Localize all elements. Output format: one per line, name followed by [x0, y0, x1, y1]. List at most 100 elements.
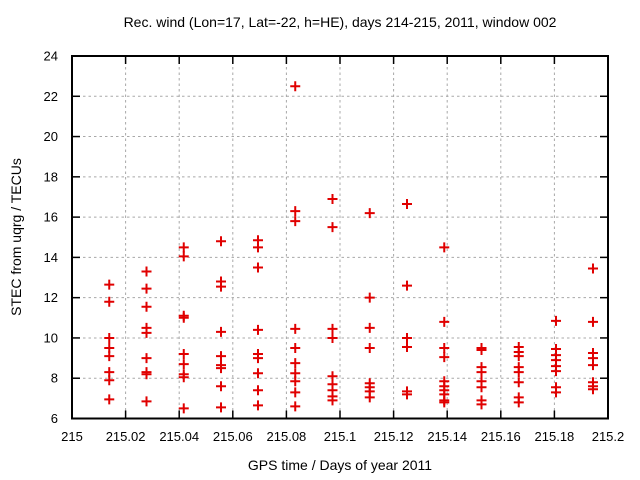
data-point-marker — [402, 389, 412, 400]
y-axis-label: STEC from uqrg / TECUs — [8, 158, 24, 316]
data-point-marker — [364, 322, 375, 333]
data-point-marker — [252, 324, 263, 335]
data-point-marker — [290, 343, 301, 354]
data-point-marker — [327, 395, 338, 406]
data-point-marker — [178, 251, 189, 262]
data-point-marker — [402, 199, 412, 210]
data-point-marker — [178, 372, 189, 383]
data-point-marker — [141, 369, 152, 380]
x-axis-label: GPS time / Days of year 2011 — [247, 457, 433, 473]
y-tick-label: 20 — [44, 129, 58, 144]
y-tick-label: 16 — [44, 210, 58, 225]
plot-border — [71, 55, 609, 420]
data-point-marker — [439, 242, 450, 253]
data-point-marker — [551, 366, 562, 377]
data-point-marker — [551, 387, 562, 398]
data-point-marker — [104, 375, 115, 386]
data-point-marker — [290, 206, 301, 217]
data-point-marker — [364, 208, 375, 219]
data-point-marker — [141, 327, 152, 338]
data-point-marker — [216, 351, 227, 362]
data-point-marker — [327, 193, 338, 204]
data-point-marker — [104, 332, 115, 343]
data-point-marker — [104, 296, 115, 307]
data-point-marker — [327, 222, 338, 233]
data-point-marker — [402, 342, 412, 353]
data-point-marker — [141, 266, 152, 277]
data-point-marker — [513, 367, 524, 378]
x-tick-label: 215.12 — [374, 429, 414, 444]
data-point-marker — [290, 376, 301, 387]
data-point-marker — [216, 326, 227, 337]
data-point-marker — [513, 397, 524, 408]
data-point-marker — [587, 316, 598, 327]
y-tick-label: 12 — [44, 290, 58, 305]
x-tick-label: 215.18 — [535, 429, 575, 444]
data-point-marker — [327, 332, 338, 343]
data-point-marker — [476, 382, 487, 393]
data-point-marker — [216, 381, 227, 392]
data-point-marker — [252, 353, 263, 364]
y-tick-label: 24 — [44, 49, 58, 64]
data-point-marker — [290, 81, 301, 92]
data-point-marker — [104, 351, 115, 362]
data-point-marker — [476, 367, 487, 378]
x-tick-label: 215 — [61, 429, 83, 444]
x-tick-label: 215.16 — [481, 429, 521, 444]
y-tick-label: 18 — [44, 169, 58, 184]
data-point-marker — [252, 368, 263, 379]
chart-title: Rec. wind (Lon=17, Lat=-22, h=HE), days … — [123, 14, 557, 30]
data-point-marker — [587, 263, 598, 274]
data-point-marker — [252, 262, 263, 273]
data-point-marker — [402, 280, 412, 291]
data-point-marker — [551, 315, 562, 326]
x-tick-label: 215.1 — [324, 429, 357, 444]
data-point-marker — [402, 332, 412, 343]
data-point-marker — [587, 384, 598, 395]
data-point-marker — [364, 292, 375, 303]
data-point-marker — [141, 396, 152, 407]
y-tick-label: 6 — [51, 411, 58, 426]
data-point-marker — [439, 343, 450, 354]
data-point-marker — [290, 387, 301, 398]
data-point-marker — [513, 351, 524, 362]
data-point-marker — [290, 401, 301, 412]
data-point-marker — [178, 349, 189, 360]
data-point-marker — [252, 400, 263, 411]
data-point-marker — [141, 283, 152, 294]
data-point-marker — [290, 323, 301, 334]
x-tick-label: 215.2 — [592, 429, 625, 444]
data-point-marker — [587, 360, 598, 371]
data-point-marker — [364, 343, 375, 354]
data-point-marker — [178, 312, 189, 323]
data-point-marker — [216, 363, 227, 374]
data-point-marker — [141, 301, 152, 312]
data-point-marker — [216, 236, 227, 247]
y-tick-label: 8 — [51, 371, 58, 386]
data-point-marker — [252, 242, 263, 253]
y-tick-label: 14 — [44, 250, 58, 265]
data-point-marker — [178, 359, 189, 370]
data-point-marker — [290, 216, 301, 227]
data-point-marker — [216, 402, 227, 413]
x-tick-label: 215.04 — [159, 429, 199, 444]
data-point-marker — [104, 279, 115, 290]
y-tick-label: 22 — [44, 89, 58, 104]
data-point-marker — [178, 242, 189, 253]
data-point-marker — [439, 352, 450, 363]
data-point-marker — [476, 399, 487, 410]
data-point-marker — [476, 345, 487, 356]
y-tick-label: 10 — [44, 330, 58, 345]
data-point-marker — [252, 385, 263, 396]
data-point-marker — [439, 397, 450, 408]
data-point-marker — [178, 403, 189, 414]
data-point-marker — [439, 316, 450, 327]
x-tick-label: 215.08 — [267, 429, 307, 444]
data-point-marker — [104, 394, 115, 405]
x-tick-label: 215.14 — [427, 429, 467, 444]
x-tick-label: 215.02 — [106, 429, 146, 444]
data-point-marker — [364, 392, 375, 403]
data-point-marker — [513, 377, 524, 388]
